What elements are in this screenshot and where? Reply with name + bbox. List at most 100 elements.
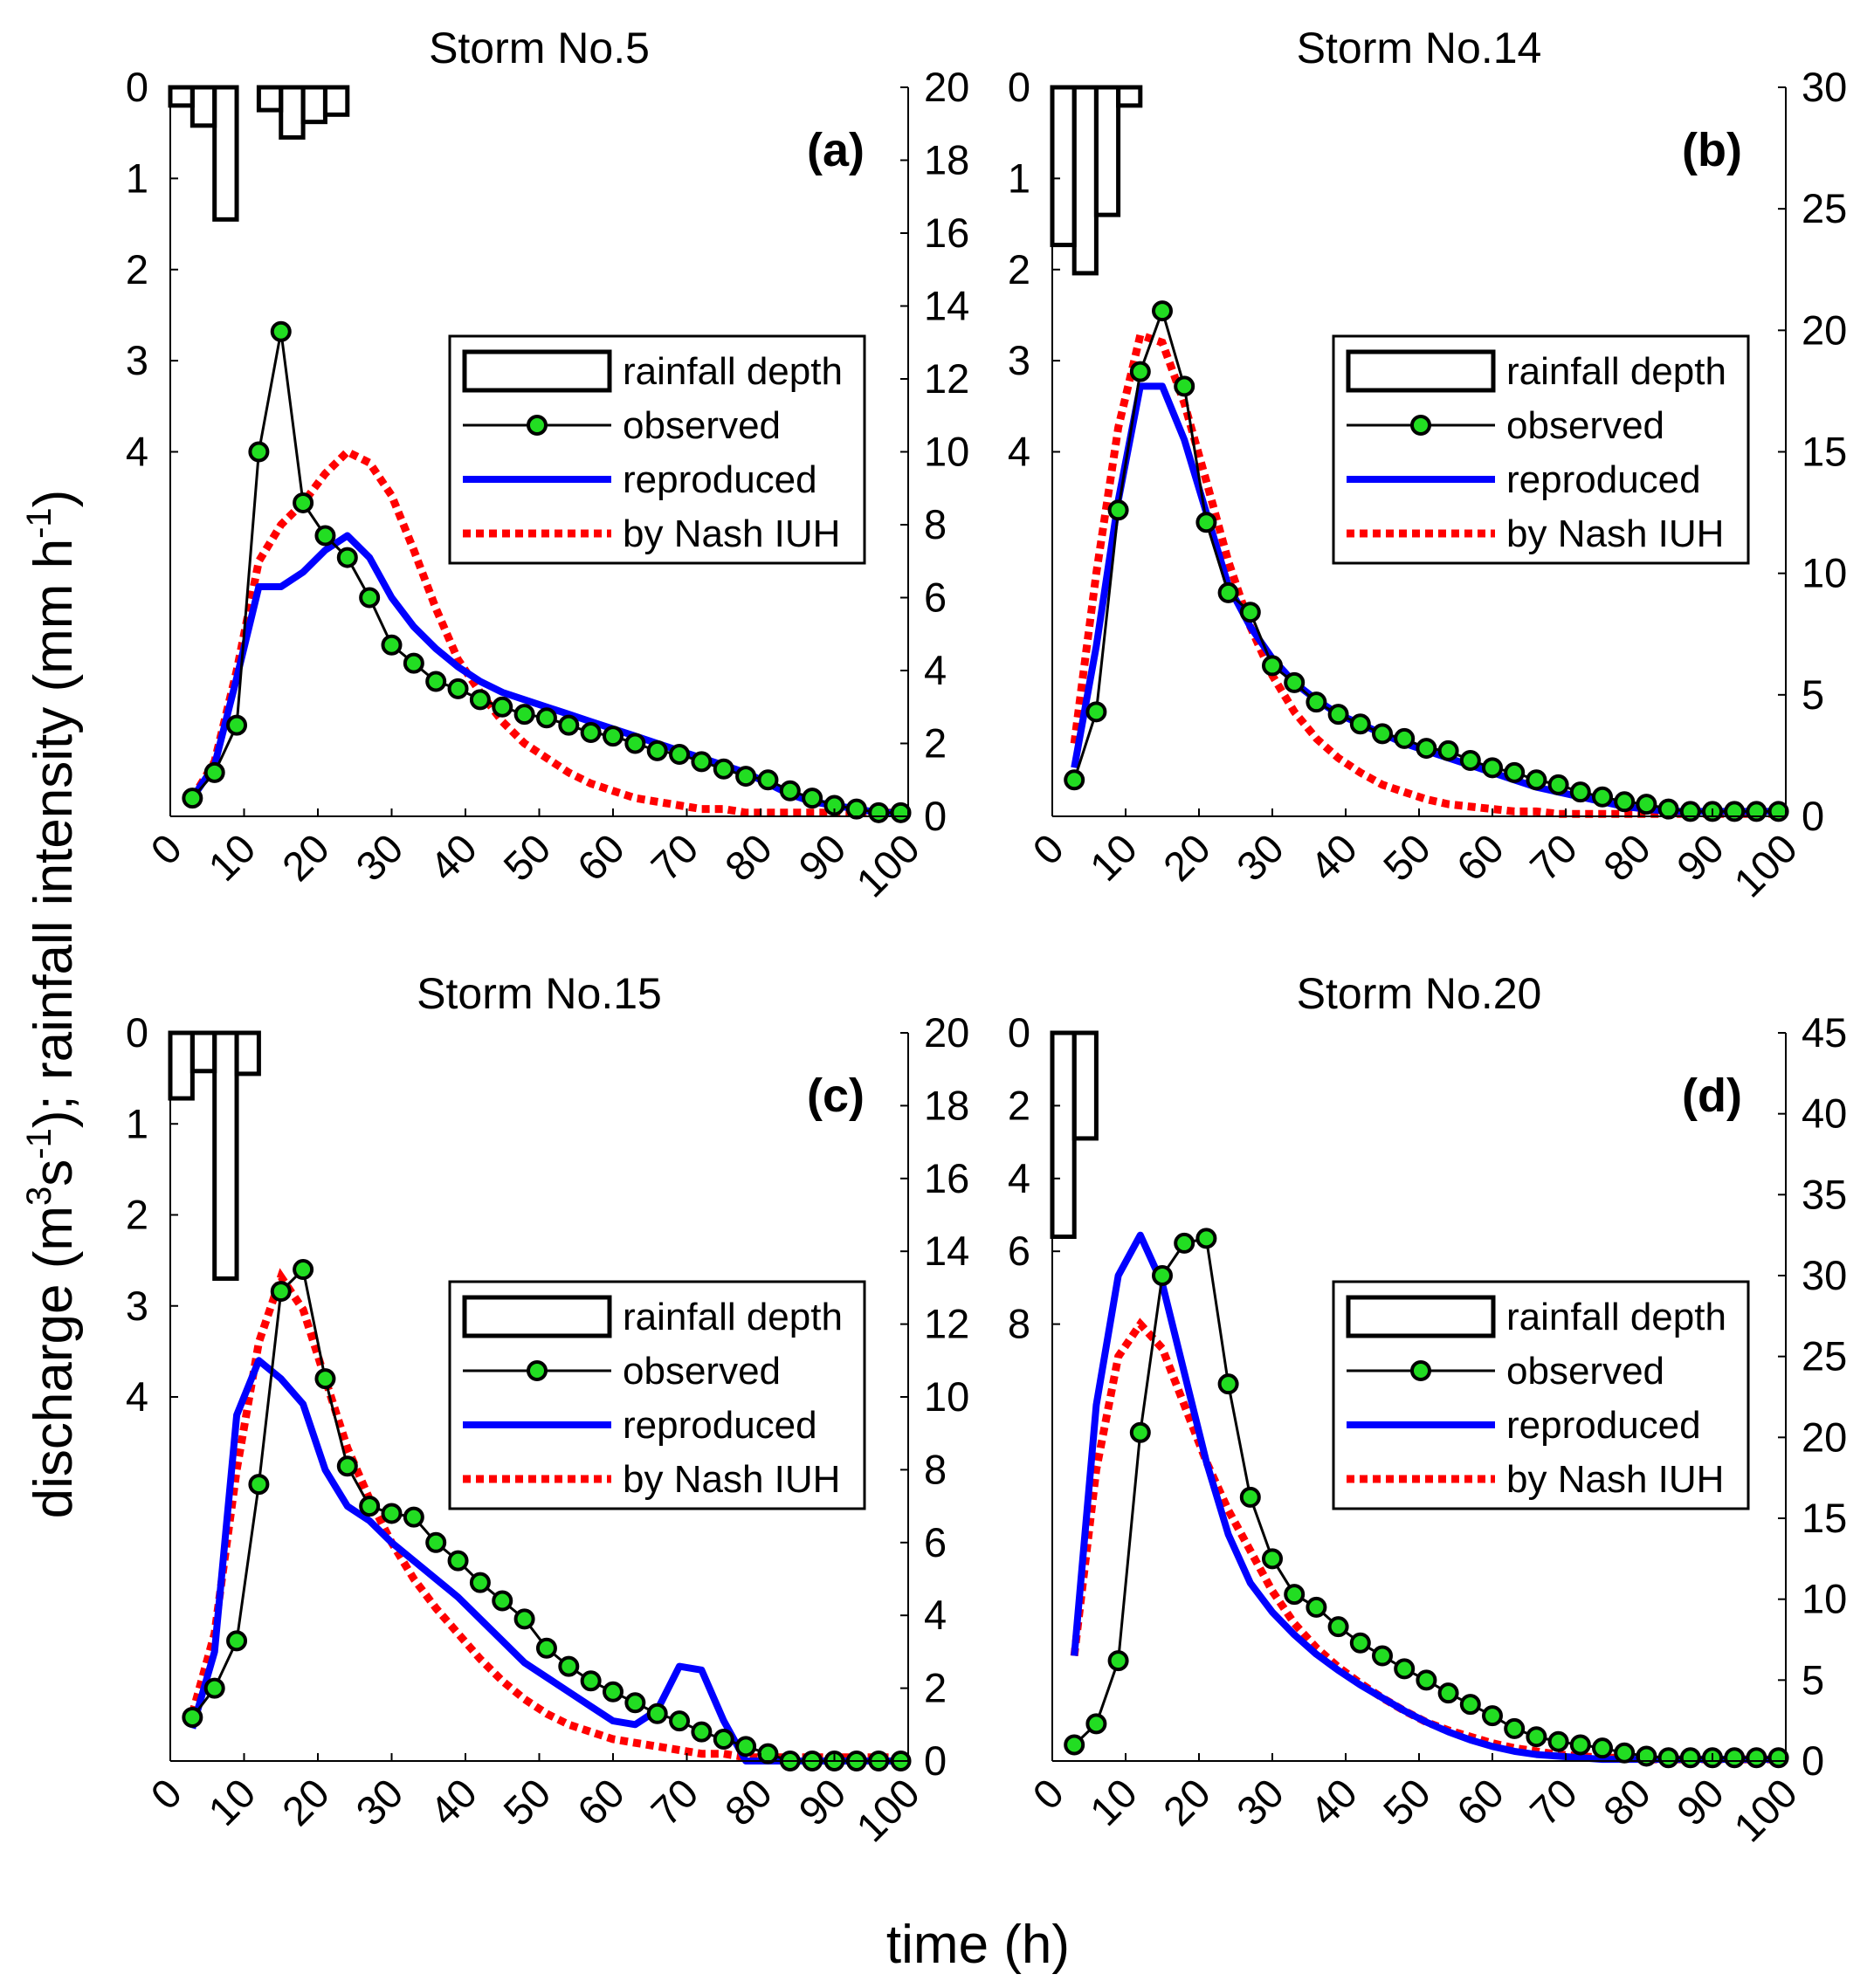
observed-point (1107, 1650, 1129, 1672)
observed-point (646, 1703, 668, 1724)
observed-point (403, 1506, 424, 1528)
legend-rainfall-label: rainfall depth (1506, 1296, 1726, 1338)
legend: rainfall depth observed reproduced by Nash … (448, 1280, 866, 1510)
panel-label: (d) (1682, 1070, 1742, 1122)
nash-iuh-line (189, 447, 901, 817)
right-y-tick-label: 14 (924, 1228, 969, 1274)
observed-point (425, 1531, 447, 1553)
right-y-tick-label: 20 (1802, 306, 1847, 353)
y-axis-label-part: discharge (m (24, 1206, 84, 1518)
observed-point (293, 492, 314, 513)
observed-point (1327, 704, 1349, 726)
right-y-tick-label: 18 (924, 137, 969, 183)
legend-observed-marker (527, 1360, 548, 1381)
observed-point (270, 320, 292, 342)
observed-point (1129, 1421, 1151, 1443)
y-axis-label-part: ) (24, 490, 84, 508)
observed-point (270, 1281, 292, 1303)
legend-observed-marker (1410, 1360, 1431, 1381)
observed-point (1482, 757, 1503, 779)
observed-point (1724, 801, 1746, 822)
right-y-tick-label: 18 (924, 1082, 969, 1128)
observed-point (669, 1710, 691, 1732)
chart-title: Storm No.5 (429, 24, 650, 72)
y-axis-label-superscript: 3 (20, 1187, 59, 1206)
left-y-tick-label: 3 (1008, 337, 1030, 383)
observed-point (447, 678, 469, 699)
observed-point (1437, 1682, 1459, 1704)
observed-point (182, 788, 203, 809)
observed-point (492, 696, 513, 718)
observed-point (1657, 1747, 1679, 1769)
observed-point (1679, 801, 1701, 822)
observed-point (1174, 375, 1195, 397)
observed-point (603, 1681, 624, 1703)
x-axis-label: time (h) (886, 1915, 1070, 1975)
y-axis-label-part: s (24, 1159, 84, 1187)
observed-point (1767, 1747, 1789, 1769)
observed-point (691, 751, 713, 773)
observed-point (1085, 1713, 1107, 1735)
left-y-tick-label: 6 (1008, 1228, 1030, 1274)
chart-panel-b: Storm No.140 10 20 30 40 50 60 70 80 901000510152… (1008, 24, 1847, 906)
observed-point (1394, 1658, 1416, 1680)
left-y-tick-label: 0 (1008, 64, 1030, 110)
right-y-tick-label: 16 (924, 1155, 969, 1201)
legend-rainfall-swatch (462, 1295, 612, 1338)
observed-point (1679, 1747, 1701, 1769)
legend-box (1332, 1280, 1750, 1510)
right-y-tick-label: 30 (1802, 1252, 1847, 1298)
observed-point (1174, 1232, 1195, 1254)
legend-rainfall-swatch (462, 349, 612, 393)
left-y-tick-label: 2 (126, 1192, 148, 1238)
observed-point (226, 714, 248, 736)
left-y-tick-label: 3 (126, 337, 148, 383)
observed-point (1372, 723, 1393, 745)
observed-point (336, 1455, 358, 1477)
observed-point (314, 525, 336, 547)
observed-point (646, 739, 668, 761)
observed-point (1746, 801, 1767, 822)
observed-point (1657, 798, 1679, 820)
observed-point (580, 721, 602, 743)
legend-rainfall-label: rainfall depth (623, 350, 843, 393)
right-y-tick-label: 35 (1802, 1171, 1847, 1217)
legend-nash-label: by Nash IUH (623, 512, 840, 555)
right-y-tick-label: 15 (1802, 429, 1847, 475)
observed-point (1327, 1616, 1349, 1638)
right-y-tick-label: 25 (1802, 1333, 1847, 1379)
rainfall-bar (322, 85, 350, 117)
observed-point (182, 1706, 203, 1728)
legend-rainfall-label: rainfall depth (1506, 350, 1726, 393)
left-y-tick-label: 3 (126, 1283, 148, 1329)
observed-point (513, 1608, 535, 1630)
right-y-tick-label: 0 (924, 1737, 947, 1784)
observed-point (1437, 739, 1459, 761)
observed-point (757, 1743, 779, 1764)
observed-point (535, 707, 557, 729)
left-y-tick-label: 1 (126, 155, 148, 201)
observed-point (1306, 1596, 1327, 1618)
observed-point (890, 801, 912, 823)
right-y-tick-label: 30 (1802, 64, 1847, 110)
left-y-tick-label: 1 (1008, 155, 1030, 201)
right-y-tick-label: 5 (1802, 671, 1824, 718)
observed-point (1349, 1632, 1371, 1654)
observed-point (1592, 1737, 1613, 1759)
observed-point (1217, 1373, 1239, 1395)
observed-point (845, 798, 867, 820)
rainfall-bar (1093, 85, 1121, 217)
observed-point (1547, 774, 1569, 795)
observed-point (469, 689, 491, 711)
observed-point (447, 1550, 469, 1572)
legend-observed-marker (527, 415, 548, 436)
right-y-tick-label: 2 (924, 720, 947, 767)
left-y-tick-label: 2 (126, 246, 148, 292)
right-y-tick-label: 45 (1802, 1009, 1847, 1056)
left-y-tick-label: 2 (1008, 1082, 1030, 1128)
observed-point (1129, 361, 1151, 382)
observed-point (381, 634, 403, 656)
observed-point (1504, 761, 1526, 783)
chart-title: Storm No.14 (1297, 24, 1542, 72)
